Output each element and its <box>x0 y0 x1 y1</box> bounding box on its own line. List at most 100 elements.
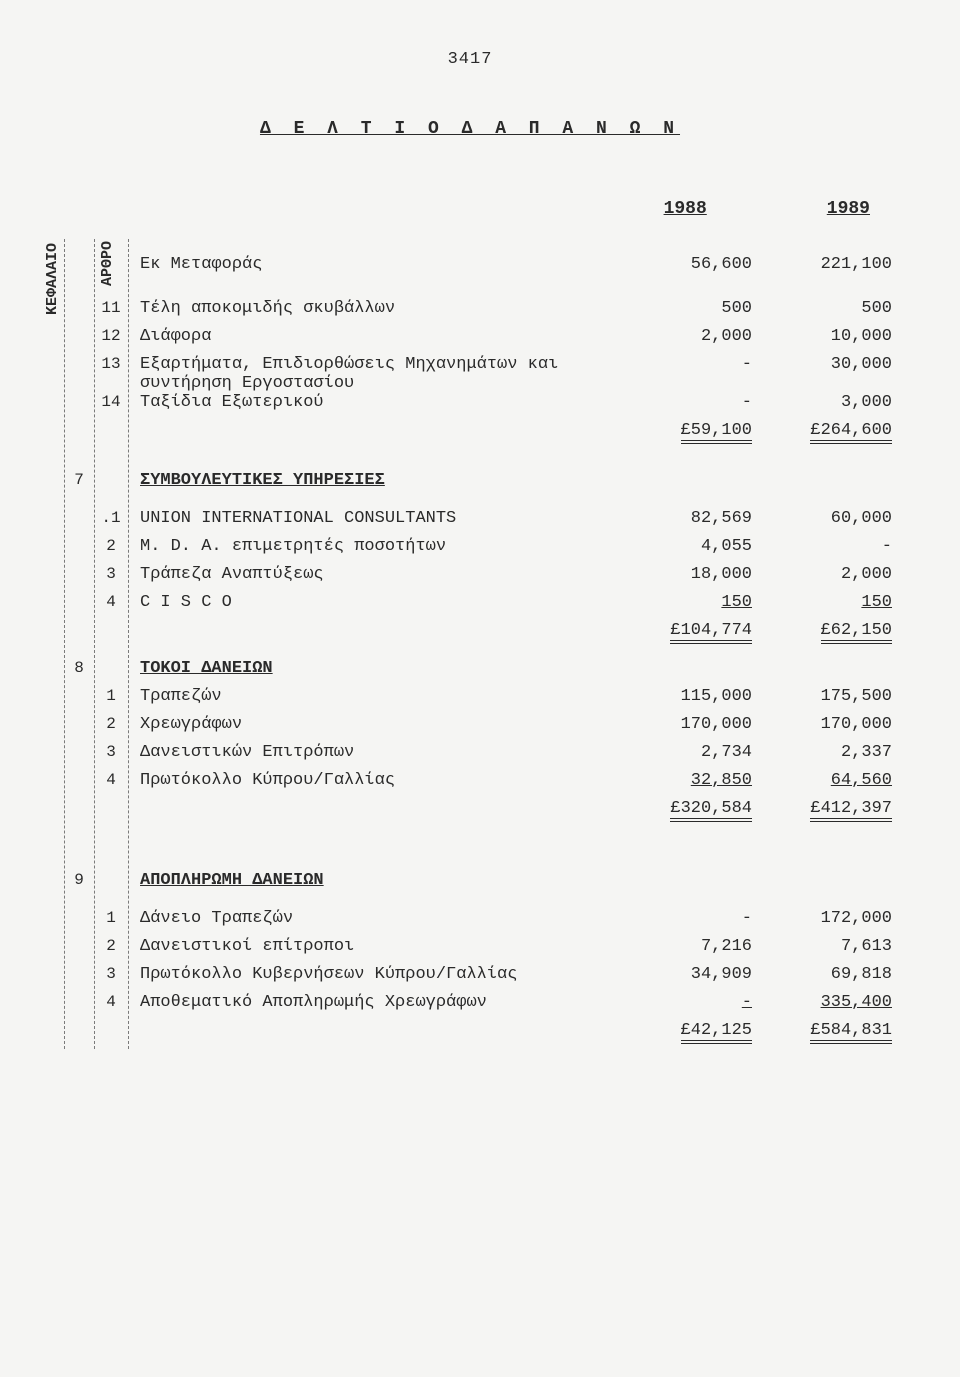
first-total-v1: £59,100 <box>681 421 752 444</box>
value-1989: 7,613 <box>760 937 900 956</box>
table-row: .1UNION INTERNATIONAL CONSULTANTS82,5696… <box>64 509 900 537</box>
s8-total-v2: £412,397 <box>810 799 892 822</box>
table-row: 4Πρωτόκολλο Κύπρου/Γαλλίας32,85064,560 <box>64 771 900 799</box>
arthro-number: .1 <box>94 509 128 527</box>
table-row: 2Χρεωγράφων170,000170,000 <box>64 715 900 743</box>
value-1988: 7,216 <box>620 937 760 956</box>
arthro-number: 13 <box>94 355 128 373</box>
value-1989: 64,560 <box>760 771 900 790</box>
value-1988: 2,000 <box>620 327 760 346</box>
value-1988: 82,569 <box>620 509 760 528</box>
value-1989: 30,000 <box>760 355 900 374</box>
item-description: C I S C O <box>128 593 620 612</box>
value-1988: - <box>620 393 760 412</box>
table-row: 1Δάνειο Τραπεζών-172,000 <box>64 909 900 937</box>
item-description: Εξαρτήματα, Επιδιορθώσεις Μηχανημάτων κα… <box>128 355 620 393</box>
table-row: 13Εξαρτήματα, Επιδιορθώσεις Μηχανημάτων … <box>64 355 900 393</box>
item-description: Διάφορα <box>128 327 620 346</box>
arthro-number: 4 <box>94 771 128 789</box>
value-1989: 60,000 <box>760 509 900 528</box>
arthro-number: 3 <box>94 965 128 983</box>
item-description: Δάνειο Τραπεζών <box>128 909 620 928</box>
value-1988: 34,909 <box>620 965 760 984</box>
s9-total-v2: £584,831 <box>810 1021 892 1044</box>
value-1988: 4,055 <box>620 537 760 556</box>
value-1988: 170,000 <box>620 715 760 734</box>
doc-title: Δ Ε Λ Τ Ι Ο Δ Α Π Α Ν Ω Ν <box>40 119 900 139</box>
arthro-number: 11 <box>94 299 128 317</box>
value-1988: 115,000 <box>620 687 760 706</box>
value-1989: 69,818 <box>760 965 900 984</box>
value-1989: 335,400 <box>760 993 900 1012</box>
arthro-number: 1 <box>94 687 128 705</box>
value-1988: 2,734 <box>620 743 760 762</box>
section-7-title: ΣΥΜΒΟΥΛΕΥΤΙΚΕΣ ΥΠΗΡΕΣΙΕΣ <box>128 471 620 490</box>
year-1988: 1988 <box>664 199 707 219</box>
item-description: UNION INTERNATIONAL CONSULTANTS <box>128 509 620 528</box>
arthro-number: 3 <box>94 743 128 761</box>
value-1989: 2,337 <box>760 743 900 762</box>
arthro-number: 4 <box>94 993 128 1011</box>
year-1989: 1989 <box>827 199 870 219</box>
table-row: 2Δανειστικοί επίτροποι7,2167,613 <box>64 937 900 965</box>
value-1988: 18,000 <box>620 565 760 584</box>
arthro-number: 14 <box>94 393 128 411</box>
value-1989: 170,000 <box>760 715 900 734</box>
arthro-number: 2 <box>94 537 128 555</box>
arthro-number: 12 <box>94 327 128 345</box>
value-1989: 150 <box>760 593 900 612</box>
table-row: 3Πρωτόκολλο Κυβερνήσεων Κύπρου/Γαλλίας34… <box>64 965 900 993</box>
item-description: Τέλη αποκομιδής σκυβάλλων <box>128 299 620 318</box>
value-1988: 500 <box>620 299 760 318</box>
kef-9: 9 <box>64 871 94 889</box>
item-description: Χρεωγράφων <box>128 715 620 734</box>
item-description: Τράπεζα Αναπτύξεως <box>128 565 620 584</box>
value-1989: - <box>760 537 900 556</box>
section-9-title: ΑΠΟΠΛΗΡΩΜΗ ΔΑΝΕΙΩΝ <box>128 871 620 890</box>
arthro-number: 2 <box>94 937 128 955</box>
s7-total-v1: £104,774 <box>670 621 752 644</box>
page-number: 3417 <box>40 50 900 69</box>
arthro-number: 1 <box>94 909 128 927</box>
kef-8: 8 <box>64 659 94 677</box>
item-description: Πρωτόκολλο Κύπρου/Γαλλίας <box>128 771 620 790</box>
table-row: 4Αποθεματικό Αποπληρωμής Χρεωγράφων-335,… <box>64 993 900 1021</box>
value-1989: 3,000 <box>760 393 900 412</box>
table-row: 12Διάφορα2,00010,000 <box>64 327 900 355</box>
table-row: 1Τραπεζών115,000175,500 <box>64 687 900 715</box>
carry-v2: 221,100 <box>760 239 900 274</box>
item-description: Αποθεματικό Αποπληρωμής Χρεωγράφων <box>128 993 620 1012</box>
arthro-number: 3 <box>94 565 128 583</box>
item-description: Δανειστικών Επιτρόπων <box>128 743 620 762</box>
carry-forward-label: Εκ Μεταφοράς <box>128 239 620 274</box>
table-row: 14Ταξίδια Εξωτερικού-3,000 <box>64 393 900 421</box>
value-1989: 500 <box>760 299 900 318</box>
s9-total-v1: £42,125 <box>681 1021 752 1044</box>
carry-v1: 56,600 <box>620 239 760 274</box>
value-1989: 2,000 <box>760 565 900 584</box>
table-row: 3Δανειστικών Επιτρόπων2,7342,337 <box>64 743 900 771</box>
value-1989: 175,500 <box>760 687 900 706</box>
value-1988: 150 <box>620 593 760 612</box>
value-1989: 172,000 <box>760 909 900 928</box>
item-description: Πρωτόκολλο Κυβερνήσεων Κύπρου/Γαλλίας <box>128 965 620 984</box>
section-8-title: ΤΟΚΟΙ ΔΑΝΕΙΩΝ <box>128 659 620 678</box>
arthro-number: 4 <box>94 593 128 611</box>
value-1989: 10,000 <box>760 327 900 346</box>
item-description: Ταξίδια Εξωτερικού <box>128 393 620 412</box>
table-row: 11Τέλη αποκομιδής σκυβάλλων500500 <box>64 299 900 327</box>
kefalaio-label: ΚΕΦΑΛΑΙΟ <box>44 243 61 315</box>
item-description: Τραπεζών <box>128 687 620 706</box>
expense-table: ΚΕΦΑΛΑΙΟ ΑΡΘΡΟ Εκ Μεταφοράς 56,600 221,1… <box>40 239 900 1049</box>
arthro-number: 2 <box>94 715 128 733</box>
first-total-v2: £264,600 <box>810 421 892 444</box>
table-row: 2M. D. A. επιμετρητές ποσοτήτων4,055- <box>64 537 900 565</box>
s7-total-v2: £62,150 <box>821 621 892 644</box>
value-1988: 32,850 <box>620 771 760 790</box>
table-row: 4C I S C O150150 <box>64 593 900 621</box>
value-1988: - <box>620 993 760 1012</box>
item-description: M. D. A. επιμετρητές ποσοτήτων <box>128 537 620 556</box>
value-1988: - <box>620 909 760 928</box>
s8-total-v1: £320,584 <box>670 799 752 822</box>
arthro-label: ΑΡΘΡΟ <box>99 241 116 286</box>
